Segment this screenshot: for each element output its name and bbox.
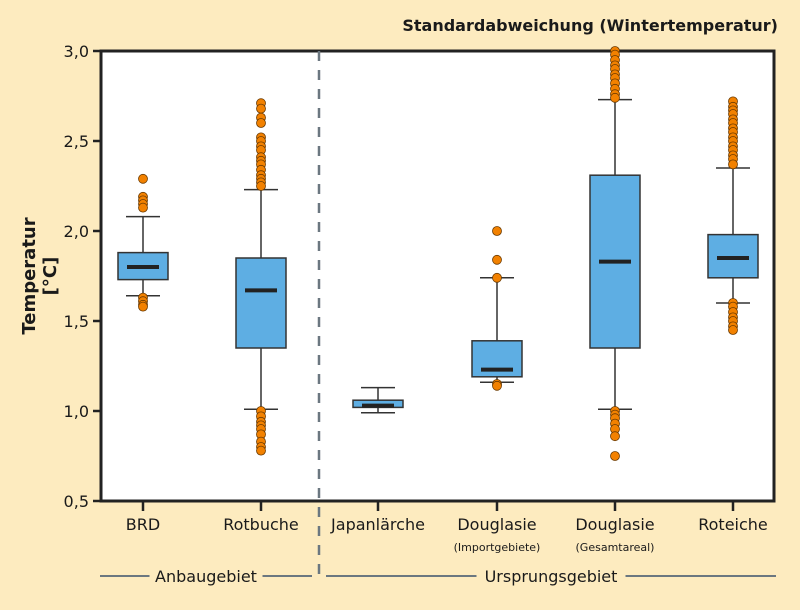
outlier-point: [610, 431, 620, 442]
box-0: BRD: [117, 173, 169, 534]
box-2: Japanlärche: [330, 386, 425, 534]
outlier-point: [610, 451, 620, 461]
chart-title: Standardabweichung (Wintertemperatur): [402, 16, 778, 35]
outlier-point: [256, 118, 266, 128]
outlier-point: [492, 272, 502, 283]
outlier-point: [728, 325, 738, 335]
box-3: Douglasie (Importgebiete): [454, 226, 541, 554]
outlier-point: [138, 301, 148, 312]
outlier-point: [256, 181, 266, 191]
y-tick-label: 0,5: [64, 492, 89, 511]
group-label: Anbaugebiet: [155, 567, 257, 586]
x-tick-label: Douglasie: [575, 515, 654, 534]
outlier-point: [138, 173, 148, 184]
y-tick-label: 2,0: [64, 222, 89, 241]
x-tick-label: BRD: [126, 515, 160, 534]
box-iqr: [235, 257, 287, 349]
y-tick-label: 3,0: [64, 42, 89, 61]
outlier-point: [256, 445, 266, 456]
x-tick-sublabel: (Importgebiete): [454, 541, 541, 554]
outlier-point: [256, 103, 266, 114]
outlier-point: [138, 202, 148, 213]
y-tick-label: 1,5: [64, 312, 89, 331]
x-tick-label: Douglasie: [457, 515, 536, 534]
x-tick-label: Japanlärche: [330, 515, 425, 534]
plot-area: [99, 49, 776, 503]
box-5: Roteiche: [698, 96, 768, 534]
box-iqr: [471, 340, 523, 378]
outlier-point: [728, 159, 738, 170]
outlier-point: [610, 92, 620, 103]
y-tick-label: 1,0: [64, 402, 89, 421]
outlier-point: [492, 380, 502, 391]
outlier-point: [492, 254, 502, 265]
box-4: Douglasie (Gesamtareal): [575, 46, 655, 554]
y-tick-label: 2,5: [64, 132, 89, 151]
x-tick-sublabel: (Gesamtareal): [576, 541, 655, 554]
group-label: Ursprungsgebiet: [485, 567, 618, 586]
x-tick-label: Roteiche: [698, 515, 768, 534]
outlier-point: [492, 226, 502, 236]
box-1: Rotbuche: [223, 98, 299, 534]
x-tick-label: Rotbuche: [223, 515, 299, 534]
